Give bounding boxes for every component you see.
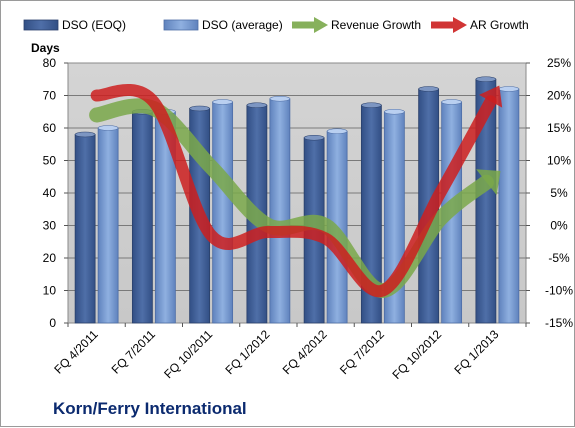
y2-tick-label: -5%: [548, 251, 570, 265]
bar-dso-average-cap: [212, 99, 233, 105]
ar-growth-line-head: [479, 85, 503, 108]
y2-tick-label: -15%: [545, 316, 573, 330]
revenue-growth-line-head: [476, 169, 501, 196]
bar-dso-eoq: [131, 111, 153, 324]
company-name: Korn/Ferry International: [53, 399, 247, 418]
bar-dso-average-cap: [326, 128, 348, 135]
legend-arrow-head: [453, 17, 467, 33]
y-tick-label: 60: [43, 121, 57, 135]
legend-label: Revenue Growth: [331, 18, 421, 32]
legend-swatch-dso-eoq: [23, 19, 59, 31]
y-tick-label: 50: [43, 154, 57, 168]
bar-dso-eoq-cap: [189, 105, 210, 112]
x-tick-label: FQ 4/2011: [51, 327, 101, 377]
bar-dso-average: [212, 101, 234, 324]
bar-dso-eoq-cap: [303, 134, 325, 141]
bar-dso-eoq-cap: [246, 102, 268, 109]
legend-arrow-head: [314, 17, 328, 33]
bar-dso-eoq-cap: [361, 102, 382, 109]
ar-growth-line: [90, 84, 497, 298]
y-tick-label: 10: [43, 284, 57, 298]
y-axis-title: Days: [31, 41, 60, 55]
y2-tick-label: 15%: [547, 121, 571, 135]
y-tick-label: 20: [43, 251, 57, 265]
y2-tick-label: 5%: [550, 186, 568, 200]
bar-dso-average-cap: [97, 125, 119, 131]
y2-tick-label: 10%: [547, 154, 571, 168]
bar-dso-average: [269, 98, 291, 324]
bar-dso-eoq: [74, 134, 96, 324]
x-tick-label: FQ 1/2012: [223, 327, 273, 377]
x-tick-label: FQ 10/2012: [390, 327, 445, 382]
x-tick-label: FQ 1/2013: [452, 327, 502, 377]
bar-dso-average: [97, 127, 119, 324]
x-tick-label: FQ 4/2012: [280, 327, 330, 377]
bar-dso-average-cap: [498, 86, 520, 92]
bar-dso-average-cap: [441, 99, 462, 105]
legend-label: DSO (average): [202, 18, 283, 32]
y2-tick-label: 25%: [547, 56, 571, 70]
bar-dso-average-cap: [384, 108, 405, 115]
y-tick-label: 0: [49, 316, 56, 330]
legend-label: AR Growth: [470, 18, 529, 32]
bar-dso-average-cap: [269, 95, 291, 102]
y-tick-label: 30: [43, 219, 57, 233]
y-tick-label: 70: [43, 89, 57, 103]
x-tick-label: FQ 7/2012: [337, 327, 387, 377]
bar-dso-eoq-cap: [418, 86, 439, 92]
legend-swatch-dso-average: [163, 19, 199, 31]
x-tick-label: FQ 10/2011: [161, 327, 215, 381]
bar-dso-average: [498, 88, 520, 324]
legend-label: DSO (EOQ): [62, 18, 126, 32]
y2-tick-label: -10%: [545, 284, 573, 298]
x-tick-label: FQ 7/2011: [109, 327, 159, 377]
bar-dso-eoq-cap: [74, 131, 96, 138]
y2-tick-label: 20%: [547, 89, 571, 103]
y2-tick-label: 0%: [550, 219, 568, 233]
y-tick-label: 80: [43, 56, 57, 70]
y-tick-label: 40: [43, 186, 57, 200]
bar-dso-eoq-cap: [475, 76, 497, 83]
